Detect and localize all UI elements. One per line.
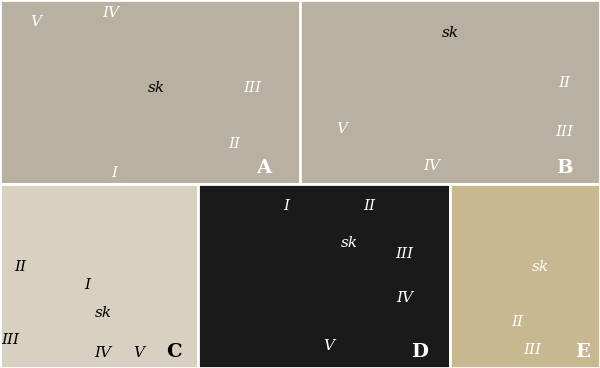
Text: I: I bbox=[111, 166, 117, 180]
Text: III: III bbox=[1, 333, 19, 347]
Text: II: II bbox=[228, 137, 240, 151]
Text: sk: sk bbox=[94, 306, 112, 320]
Text: IV: IV bbox=[94, 346, 112, 360]
Text: II: II bbox=[558, 76, 570, 90]
Text: III: III bbox=[555, 125, 573, 139]
Text: IV: IV bbox=[103, 6, 119, 20]
Text: III: III bbox=[523, 343, 542, 357]
Text: C: C bbox=[166, 343, 182, 361]
Text: III: III bbox=[395, 247, 413, 261]
Text: I: I bbox=[84, 278, 90, 292]
Text: sk: sk bbox=[341, 236, 358, 250]
Text: IV: IV bbox=[424, 159, 440, 173]
Text: V: V bbox=[133, 346, 144, 360]
Text: III: III bbox=[243, 81, 261, 95]
Text: I: I bbox=[283, 199, 289, 213]
Text: II: II bbox=[14, 260, 26, 274]
Text: sk: sk bbox=[148, 81, 164, 95]
Text: sk: sk bbox=[532, 260, 548, 274]
Text: V: V bbox=[323, 339, 335, 353]
Text: A: A bbox=[256, 159, 272, 177]
Text: II: II bbox=[511, 315, 523, 329]
Text: B: B bbox=[556, 159, 572, 177]
Text: D: D bbox=[411, 343, 428, 361]
Text: E: E bbox=[575, 343, 589, 361]
Text: II: II bbox=[364, 199, 376, 213]
Text: sk: sk bbox=[442, 26, 458, 40]
Text: V: V bbox=[31, 15, 41, 29]
Text: IV: IV bbox=[396, 291, 413, 305]
Text: V: V bbox=[337, 122, 347, 136]
